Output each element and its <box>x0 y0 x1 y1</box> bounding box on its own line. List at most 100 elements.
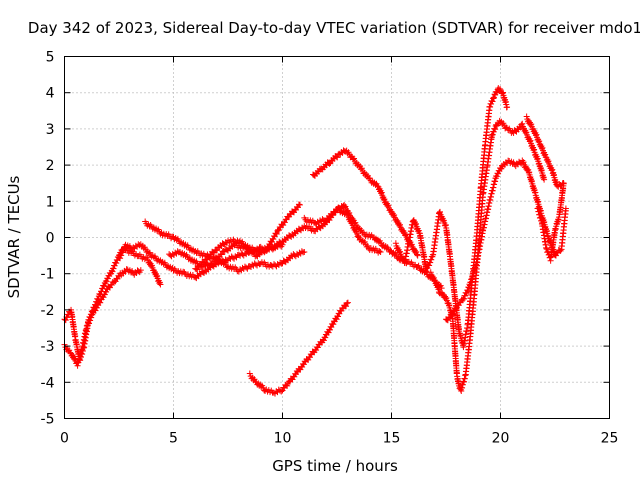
y-tick-label: -4 <box>41 375 55 391</box>
data-point <box>278 388 285 395</box>
data-point <box>88 314 95 321</box>
data-point <box>500 120 507 127</box>
data-point <box>354 233 361 240</box>
data-point <box>87 317 94 324</box>
y-tick-label: 2 <box>46 158 55 174</box>
data-point <box>534 205 541 212</box>
chart-title: Day 342 of 2023, Sidereal Day-to-day VTE… <box>28 19 640 37</box>
y-axis-label: SDTVAR / TECUs <box>5 175 23 298</box>
series-track-2 <box>61 266 144 369</box>
y-tick-label: -2 <box>41 303 55 319</box>
data-point <box>391 212 398 219</box>
data-point <box>273 231 280 238</box>
data-point <box>443 295 450 302</box>
y-tick-label: 1 <box>46 194 55 210</box>
data-point <box>430 274 437 281</box>
data-point <box>542 151 549 158</box>
data-point <box>103 278 110 285</box>
data-point <box>301 248 308 255</box>
data-point <box>154 272 161 279</box>
data-point <box>450 310 457 317</box>
data-point <box>413 220 420 227</box>
data-point <box>397 221 404 228</box>
data-point <box>549 166 556 173</box>
data-point <box>330 321 337 328</box>
data-point <box>144 254 151 261</box>
x-tick-label: 0 <box>60 431 69 447</box>
data-point <box>463 290 470 297</box>
data-point <box>118 252 125 259</box>
data-point <box>464 287 471 294</box>
data-point <box>534 155 541 162</box>
data-point <box>528 121 535 128</box>
data-point <box>62 317 69 324</box>
data-point <box>148 262 155 269</box>
series-track-3 <box>116 241 286 282</box>
series-track-7 <box>246 299 351 397</box>
data-point <box>519 120 526 127</box>
data-point <box>97 299 104 306</box>
data-point <box>109 268 116 275</box>
y-tick-label: 3 <box>46 122 55 138</box>
y-tick-label: -5 <box>41 412 55 428</box>
y-tick-label: -3 <box>41 339 55 355</box>
data-point <box>326 160 333 167</box>
data-point <box>325 329 332 336</box>
data-point <box>92 307 99 314</box>
series-track-12 <box>443 157 569 324</box>
data-point <box>120 246 127 253</box>
data-point <box>284 382 291 389</box>
data-point <box>201 259 208 266</box>
data-point <box>246 370 253 377</box>
data-point <box>531 146 538 153</box>
data-point <box>218 251 225 258</box>
data-point <box>423 268 430 275</box>
data-point <box>527 137 534 144</box>
y-tick-label: 5 <box>46 50 55 66</box>
data-point <box>376 248 383 255</box>
data-point <box>270 236 277 243</box>
data-point <box>346 209 353 216</box>
data-point <box>343 303 350 310</box>
data-point <box>414 251 421 258</box>
data-point <box>296 201 303 208</box>
data-point <box>66 347 73 354</box>
data-point <box>562 205 569 212</box>
data-point <box>345 149 352 156</box>
data-point <box>93 304 100 311</box>
data-point <box>392 240 399 247</box>
y-tick-label: 4 <box>46 86 55 102</box>
data-point <box>413 248 420 255</box>
data-point <box>113 260 120 267</box>
data-point <box>428 256 435 263</box>
data-point <box>156 280 163 287</box>
data-point <box>426 262 433 269</box>
data-point <box>343 300 350 307</box>
data-point <box>378 189 385 196</box>
data-point <box>101 291 108 298</box>
data-point <box>517 124 524 131</box>
data-point <box>523 113 530 120</box>
plot-marks <box>61 85 569 397</box>
data-point <box>83 326 90 332</box>
data-point <box>452 305 459 312</box>
data-point <box>71 355 78 362</box>
grid <box>64 56 610 419</box>
data-point <box>101 283 108 290</box>
x-tick-label: 10 <box>274 431 292 447</box>
data-point <box>533 131 540 138</box>
data-point <box>342 203 349 210</box>
data-point <box>381 196 388 203</box>
data-point <box>427 269 434 276</box>
data-point <box>103 288 110 295</box>
data-point <box>117 255 124 262</box>
data-point <box>110 265 117 272</box>
series-track-8 <box>310 147 421 259</box>
series-track-13 <box>523 113 567 264</box>
data-point <box>344 299 351 306</box>
data-point <box>358 165 365 172</box>
data-point <box>536 160 543 167</box>
data-point <box>326 326 333 333</box>
series-track-1 <box>61 244 164 364</box>
